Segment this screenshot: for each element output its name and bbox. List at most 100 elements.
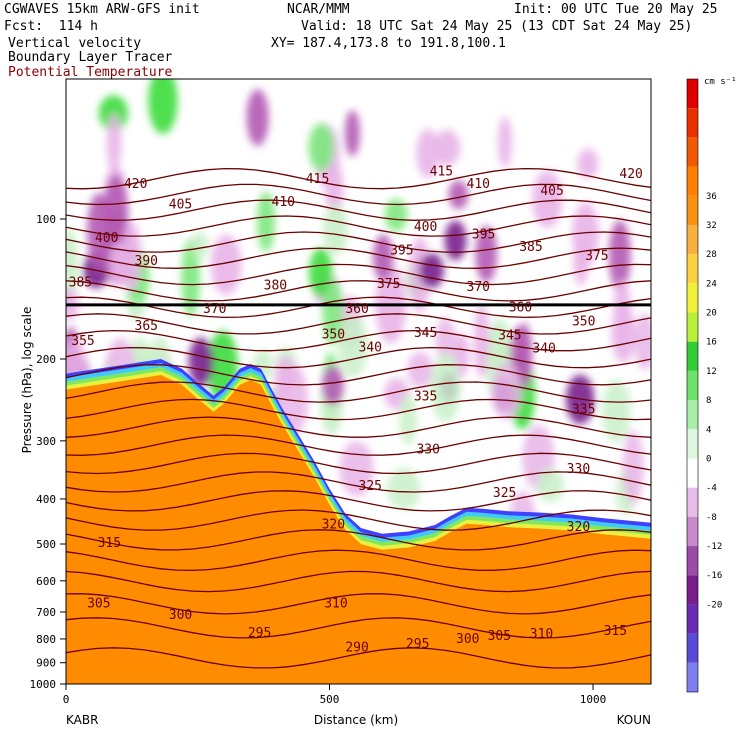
velocity-blob <box>510 326 527 379</box>
velocity-blob <box>601 379 631 443</box>
colorbar-label: 12 <box>706 367 717 377</box>
velocity-blob <box>435 317 456 363</box>
isentrope-label: 385 <box>69 276 92 291</box>
isentrope-label: 305 <box>87 597 110 612</box>
colorbar-swatch <box>687 575 698 605</box>
field-label-potential-temperature: Potential Temperature <box>8 65 173 80</box>
y-tick-label: 1000 <box>30 678 57 691</box>
isentrope-label: 310 <box>324 597 347 612</box>
velocity-blob <box>337 314 368 378</box>
colorbar-swatch <box>687 283 698 313</box>
isentrope-label: 375 <box>377 277 400 292</box>
isentrope-405 <box>66 215 651 237</box>
colorbar-label: 36 <box>706 192 717 202</box>
isentrope-310 <box>66 549 651 572</box>
right-endpoint-label: KOUN <box>617 713 651 727</box>
velocity-blob <box>98 95 129 131</box>
isentrope-label: 300 <box>456 632 479 647</box>
isentrope-300 <box>66 593 651 615</box>
isentrope-415 <box>66 183 651 206</box>
isentrope-label: 380 <box>264 278 287 293</box>
isentrope-label: 335 <box>414 390 437 405</box>
isentrope-label: 370 <box>467 280 490 295</box>
colorbar-label: 8 <box>706 396 711 406</box>
isentrope-label: 325 <box>493 486 516 501</box>
colorbar-swatch <box>687 137 698 167</box>
colorbar: -20 -16 -12 -8 -4 0 4 8 12 16 20 24 28 32 36 <box>686 78 722 693</box>
colorbar-swatch <box>687 195 698 225</box>
velocity-blob <box>416 128 440 179</box>
field-label-vertical-velocity: Vertical velocity <box>8 36 142 51</box>
isentrope-label: 360 <box>345 302 368 317</box>
velocity-blob <box>536 468 565 503</box>
y-tick-label: 200 <box>36 353 56 366</box>
isentrope-label: 330 <box>416 442 439 457</box>
isentrope-label: 360 <box>509 300 532 315</box>
isentrope-label: 400 <box>95 231 118 246</box>
isentrope-label: 310 <box>530 627 553 642</box>
isentrope-390 <box>66 263 651 286</box>
isentrope-355 <box>66 381 651 403</box>
colorbar-label: 20 <box>706 309 717 319</box>
isentrope-295 <box>66 617 651 639</box>
isentrope-label: 345 <box>498 328 521 343</box>
velocity-blob <box>325 161 344 217</box>
y-tick-label: 600 <box>36 575 56 588</box>
y-tick-label: 500 <box>36 538 56 551</box>
colorbar-swatch <box>687 458 698 488</box>
velocity-blob <box>322 365 344 406</box>
isentrope-label: 325 <box>359 479 382 494</box>
left-endpoint-label: KABR <box>66 713 98 727</box>
valid-time: Valid: 18 UTC Sat 24 May 25 (13 CDT Sat … <box>301 19 693 34</box>
velocity-blob <box>66 227 78 307</box>
colorbar-swatch <box>687 341 698 371</box>
isentrope-label: 315 <box>604 624 627 639</box>
isentrope-label: 335 <box>572 403 595 418</box>
y-tick-label: 400 <box>36 493 56 506</box>
field-label-boundary-layer-tracer: Boundary Layer Tracer <box>8 50 173 65</box>
colorbar-swatch <box>687 662 698 692</box>
isentrope-370 <box>66 329 651 352</box>
isentrope-label: 340 <box>532 342 555 357</box>
velocity-blob <box>430 352 461 423</box>
colorbar-label: 4 <box>706 425 711 435</box>
colorbar-swatch <box>687 224 698 255</box>
colorbar-unit: cm s⁻¹ <box>704 77 737 87</box>
velocity-blob <box>246 89 269 146</box>
y-axis-label: Pressure (hPa), log scale <box>20 307 34 454</box>
velocity-blob <box>577 148 599 179</box>
velocity-blob <box>448 180 469 210</box>
isentrope-label: 365 <box>135 319 158 334</box>
isentrope-380 <box>66 296 651 319</box>
isentrope-305 <box>66 570 651 593</box>
velocity-blob <box>191 231 208 260</box>
isentrope-label: 345 <box>414 326 437 341</box>
colorbar-swatch <box>687 312 698 342</box>
isentrope-330 <box>66 471 651 493</box>
colorbar-swatch <box>687 108 698 138</box>
isentrope-420 <box>66 167 651 190</box>
velocity-blob <box>121 221 142 293</box>
isentrope-360 <box>66 364 651 386</box>
velocity-blob <box>210 234 242 296</box>
plot-frame <box>65 78 652 685</box>
x-tick-label: 0 <box>63 693 70 706</box>
isentrope-label: 410 <box>467 177 490 192</box>
velocity-blob <box>322 278 343 346</box>
colorbar-swatch <box>687 604 698 634</box>
colorbar-label: -20 <box>706 600 722 610</box>
velocity-blob <box>274 355 296 399</box>
isentrope-label: 405 <box>540 184 563 199</box>
isentrope-410 <box>66 199 651 221</box>
isentrope-label: 400 <box>414 220 437 235</box>
velocity-blob <box>344 110 360 157</box>
velocity-blob <box>256 191 276 253</box>
isentrope-label: 330 <box>567 462 590 477</box>
x-tick-label: 1000 <box>580 693 607 706</box>
colorbar-swatch <box>687 79 698 109</box>
isentrope-385 <box>66 280 651 302</box>
x-axis-label: Distance (km) <box>314 713 398 727</box>
isentrope-label: 410 <box>272 195 295 210</box>
velocity-blob <box>634 313 651 371</box>
